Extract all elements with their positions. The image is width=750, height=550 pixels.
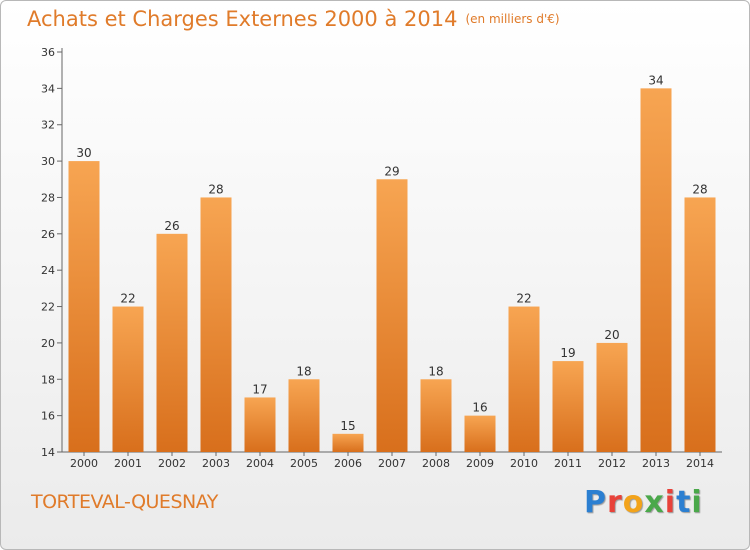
bar-value-label: 19 [560, 346, 575, 360]
x-tick-label: 2010 [510, 457, 538, 470]
bar-value-label: 29 [384, 164, 399, 178]
bar [420, 379, 452, 452]
x-tick-label: 2009 [466, 457, 494, 470]
bar [552, 361, 584, 452]
logo-letter: i [664, 485, 677, 520]
logo-letter: r [607, 485, 623, 520]
chart-unit: (en milliers d'€) [465, 12, 560, 26]
chart-title: Achats et Charges Externes 2000 à 2014 (e… [27, 7, 560, 31]
logo-letter: P [584, 485, 607, 520]
commune-name: TORTEVAL-QUESNAY [31, 491, 218, 513]
bar [640, 88, 672, 452]
x-tick-label: 2005 [290, 457, 318, 470]
bar [684, 197, 716, 452]
bar-value-label: 18 [428, 364, 443, 378]
bar-value-label: 17 [252, 382, 267, 396]
logo-letter: t [676, 485, 692, 520]
y-tick-label: 26 [41, 228, 55, 241]
bar-value-label: 20 [604, 328, 619, 342]
bar-value-label: 26 [164, 219, 179, 233]
x-tick-label: 2014 [686, 457, 714, 470]
y-tick-label: 30 [41, 155, 55, 168]
x-tick-label: 2003 [202, 457, 230, 470]
bar-value-label: 22 [516, 292, 531, 306]
x-tick-label: 2011 [554, 457, 582, 470]
bar-value-label: 34 [648, 73, 663, 87]
y-tick-label: 20 [41, 337, 55, 350]
y-tick-label: 28 [41, 191, 55, 204]
y-tick-label: 22 [41, 301, 55, 314]
x-tick-label: 2012 [598, 457, 626, 470]
bar [596, 342, 628, 452]
y-tick-label: 34 [41, 82, 55, 95]
proxiti-logo: Proxiti [584, 485, 703, 520]
bar-value-label: 30 [76, 146, 91, 160]
bar-value-label: 28 [208, 182, 223, 196]
bar [244, 397, 276, 452]
bar [200, 197, 232, 452]
x-tick-label: 2006 [334, 457, 362, 470]
logo-letter: o [622, 485, 645, 520]
y-tick-label: 32 [41, 119, 55, 132]
bar [332, 433, 364, 452]
bar-value-label: 16 [472, 401, 487, 415]
bar [464, 415, 496, 452]
bar-value-label: 15 [340, 419, 355, 433]
y-tick-label: 36 [41, 46, 55, 59]
y-tick-label: 24 [41, 264, 55, 277]
bar-value-label: 18 [296, 364, 311, 378]
bar-value-label: 28 [692, 182, 707, 196]
bar [288, 379, 320, 452]
x-tick-label: 2000 [70, 457, 98, 470]
bar [376, 179, 408, 453]
x-tick-label: 2007 [378, 457, 406, 470]
bar [112, 306, 144, 452]
y-tick-label: 18 [41, 373, 55, 386]
bar-value-label: 22 [120, 292, 135, 306]
x-tick-label: 2008 [422, 457, 450, 470]
logo-letter: i [691, 485, 703, 520]
bar [508, 306, 540, 452]
y-tick-label: 16 [41, 410, 55, 423]
logo-letter: x [644, 485, 665, 520]
x-tick-label: 2013 [642, 457, 670, 470]
x-tick-label: 2002 [158, 457, 186, 470]
bar [68, 161, 100, 452]
x-tick-label: 2001 [114, 457, 142, 470]
bar [156, 233, 188, 452]
y-tick-label: 14 [41, 446, 55, 459]
chart-title-text: Achats et Charges Externes 2000 à 2014 [27, 7, 458, 31]
x-tick-label: 2004 [246, 457, 274, 470]
